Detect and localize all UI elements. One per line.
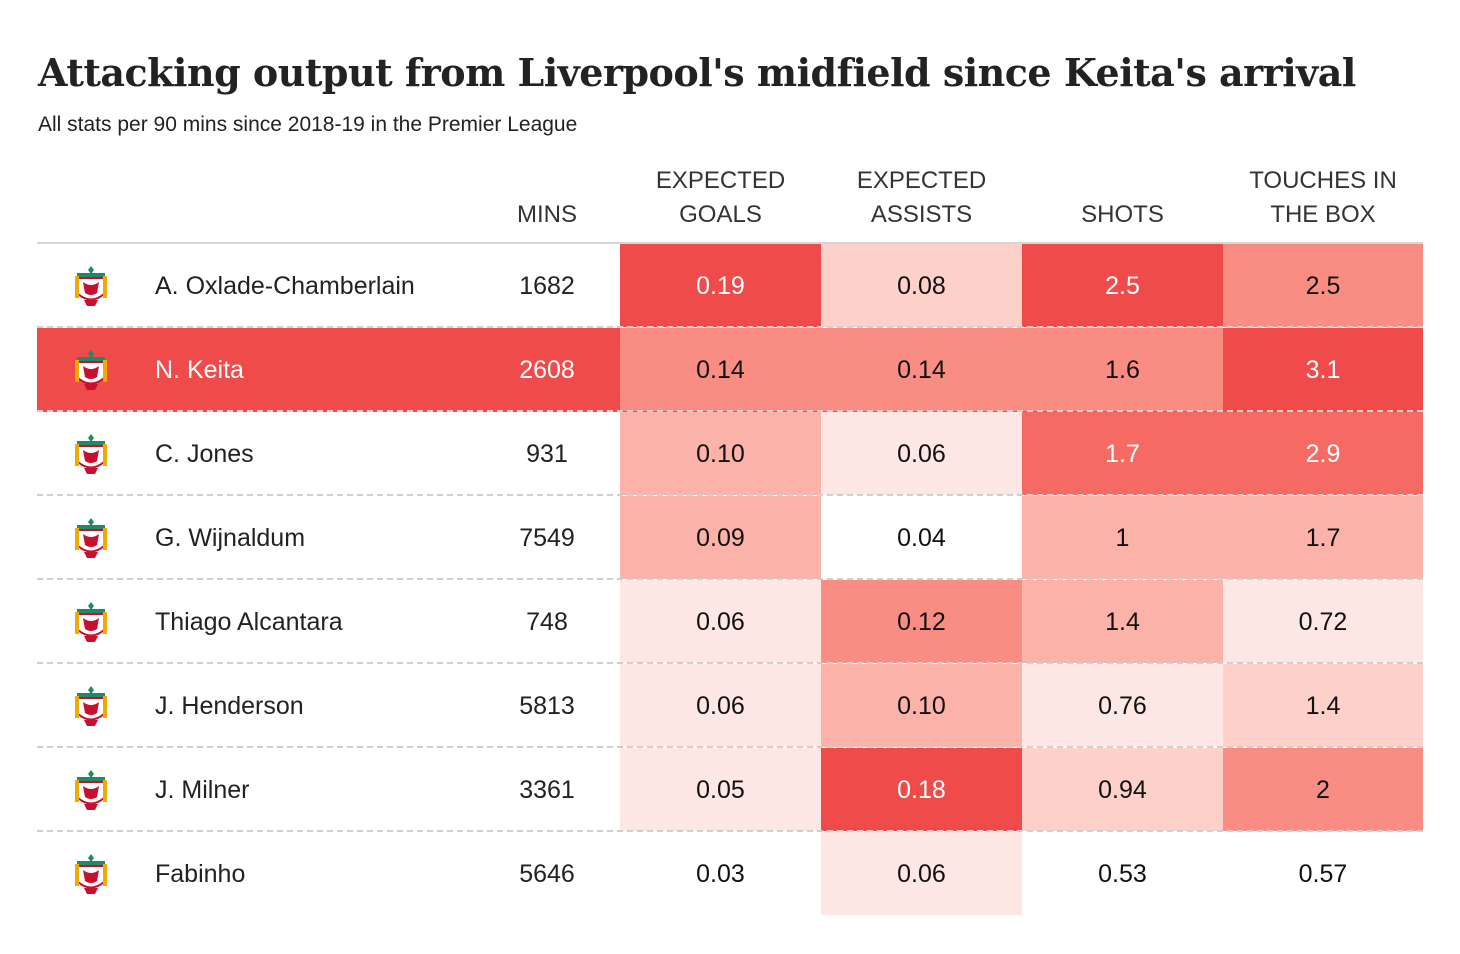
liverpool-crest-icon (73, 348, 109, 392)
expected-assists-cell: 0.10 (821, 664, 1022, 747)
mins-value: 7549 (519, 524, 575, 552)
mins-value: 2608 (519, 356, 575, 384)
expected-assists-cell: 0.12 (821, 580, 1022, 663)
expected-goals-cell: 0.10 (620, 412, 821, 495)
player-name: Fabinho (155, 860, 246, 888)
table-body: A. Oxlade-Chamberlain 1682 0.19 0.08 2.5 2.5 N… (37, 244, 1423, 916)
expected-assists-cell: 0.08 (821, 244, 1022, 327)
player-name: G. Wijnaldum (155, 524, 306, 552)
touches-in-box-cell: 0.57 (1223, 832, 1423, 915)
expected-assists-cell: 0.04 (821, 496, 1022, 579)
header-divider (37, 242, 1423, 244)
chart-title: Attacking output from Liverpool's midfie… (38, 50, 1356, 95)
column-header-line: GOALS (679, 201, 762, 228)
expected-goals-cell: 0.06 (620, 580, 821, 663)
touches-in-box-cell: 2.9 (1223, 412, 1423, 495)
expected-assists-cell: 0.18 (821, 748, 1022, 831)
liverpool-crest-icon (73, 264, 109, 308)
column-header-line: TOUCHES IN (1249, 167, 1397, 194)
mins-value: 3361 (519, 776, 575, 804)
column-header-expected-assists: EXPECTED ASSISTS (821, 164, 1022, 232)
column-header-touches-in-box: TOUCHES IN THE BOX (1223, 164, 1423, 232)
liverpool-crest-icon (73, 516, 109, 560)
table-row: Fabinho 5646 0.03 0.06 0.53 0.57 (37, 832, 1423, 916)
expected-goals-cell: 0.19 (620, 244, 821, 327)
liverpool-crest-icon (73, 684, 109, 728)
column-header-line: THE BOX (1270, 201, 1376, 228)
expected-goals-cell: 0.05 (620, 748, 821, 831)
touches-in-box-cell: 2.5 (1223, 244, 1423, 327)
table-row: J. Milner 3361 0.05 0.18 0.94 2 (37, 748, 1423, 832)
table-row: C. Jones 931 0.10 0.06 1.7 2.9 (37, 412, 1423, 496)
table-row: G. Wijnaldum 7549 0.09 0.04 1 1.7 (37, 496, 1423, 580)
shots-cell: 1.6 (1022, 328, 1223, 411)
liverpool-crest-icon (73, 852, 109, 896)
expected-goals-cell: 0.14 (620, 328, 821, 411)
table-row: N. Keita 2608 0.14 0.14 1.6 3.1 (37, 328, 1423, 412)
chart-subtitle: All stats per 90 mins since 2018-19 in t… (38, 113, 578, 136)
player-name: J. Milner (155, 776, 250, 804)
expected-assists-cell: 0.06 (821, 412, 1022, 495)
player-name: A. Oxlade-Chamberlain (155, 272, 415, 300)
column-header-shots: SHOTS (1022, 198, 1223, 232)
table-row: J. Henderson 5813 0.06 0.10 0.76 1.4 (37, 664, 1423, 748)
shots-cell: 0.94 (1022, 748, 1223, 831)
table-header: MINS EXPECTED GOALS EXPECTED ASSISTS SHO… (37, 160, 1423, 242)
expected-assists-cell: 0.14 (821, 328, 1022, 411)
mins-value: 931 (526, 440, 568, 468)
shots-cell: 0.53 (1022, 832, 1223, 915)
column-header-line: EXPECTED (856, 167, 987, 194)
mins-value: 1682 (519, 272, 575, 300)
liverpool-crest-icon (73, 432, 109, 476)
shots-cell: 1.4 (1022, 580, 1223, 663)
shots-cell: 0.76 (1022, 664, 1223, 747)
expected-goals-cell: 0.03 (620, 832, 821, 915)
shots-cell: 1 (1022, 496, 1223, 579)
mins-value: 5646 (519, 860, 575, 888)
liverpool-crest-icon (73, 600, 109, 644)
shots-cell: 2.5 (1022, 244, 1223, 327)
shots-cell: 1.7 (1022, 412, 1223, 495)
column-header-expected-goals: EXPECTED GOALS (620, 164, 821, 232)
touches-in-box-cell: 1.7 (1223, 496, 1423, 579)
liverpool-crest-icon (73, 768, 109, 812)
player-name: C. Jones (155, 440, 254, 468)
expected-assists-cell: 0.06 (821, 832, 1022, 915)
column-header-line: EXPECTED (655, 167, 786, 194)
touches-in-box-cell: 1.4 (1223, 664, 1423, 747)
column-header-line: SHOTS (1081, 201, 1164, 228)
table-row: Thiago Alcantara 748 0.06 0.12 1.4 0.72 (37, 580, 1423, 664)
player-name: Thiago Alcantara (155, 608, 343, 636)
column-header-mins: MINS (517, 201, 577, 228)
touches-in-box-cell: 3.1 (1223, 328, 1423, 411)
player-name: N. Keita (155, 356, 244, 384)
expected-goals-cell: 0.06 (620, 664, 821, 747)
mins-value: 748 (526, 608, 568, 636)
mins-value: 5813 (519, 692, 575, 720)
touches-in-box-cell: 0.72 (1223, 580, 1423, 663)
touches-in-box-cell: 2 (1223, 748, 1423, 831)
player-name: J. Henderson (155, 692, 304, 720)
column-header-line: ASSISTS (870, 201, 973, 228)
expected-goals-cell: 0.09 (620, 496, 821, 579)
table-row: A. Oxlade-Chamberlain 1682 0.19 0.08 2.5 2.5 (37, 244, 1423, 328)
